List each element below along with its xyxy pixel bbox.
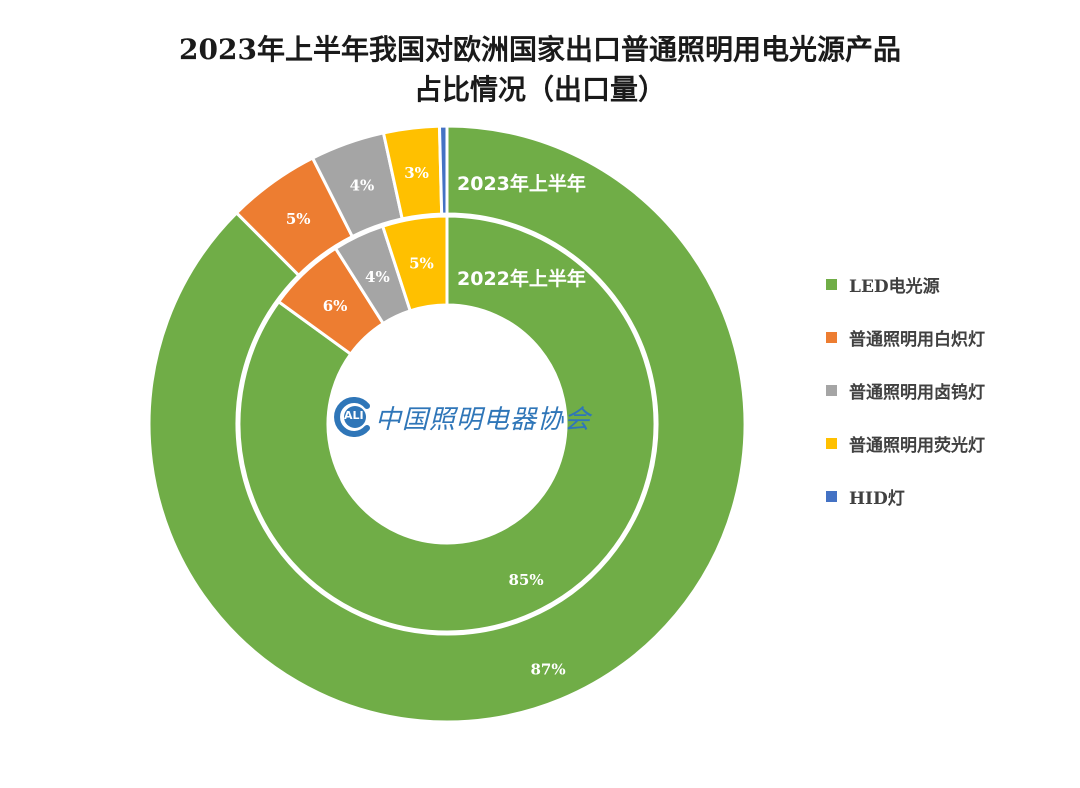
outer-ring-2023 [147, 124, 747, 724]
legend-label-fluorescent: 普通照明用荧光灯 [849, 436, 985, 456]
series-label-2022: 2022年上半年 [457, 267, 586, 290]
inner-label-led: 85% [509, 571, 544, 589]
outer-label-led: 87% [530, 661, 565, 679]
legend-label-hid: HID灯 [849, 489, 905, 509]
legend-label-halogen: 普通照明用卤钨灯 [849, 383, 985, 403]
logo-mark-text: ALI [344, 409, 364, 422]
cali-logo-icon: ALI [333, 397, 373, 437]
legend-swatch-hid [826, 491, 837, 502]
legend-item-led: LED电光源 [826, 258, 985, 311]
legend-item-halogen: 普通照明用卤钨灯 [826, 364, 985, 417]
legend-item-incandescent: 普通照明用白炽灯 [826, 311, 985, 364]
outer-label-incandescent: 5% [286, 210, 311, 228]
logo-org-name: 中国照明电器协会 [375, 404, 592, 435]
legend-swatch-fluorescent [826, 438, 837, 449]
legend-item-fluorescent: 普通照明用荧光灯 [826, 417, 985, 470]
inner-slice-fluorescent [380, 214, 449, 313]
outer-label-fluorescent: 3% [404, 164, 429, 182]
inner-label-fluorescent: 5% [409, 255, 434, 273]
legend-label-led: LED电光源 [849, 277, 940, 297]
legend: LED电光源普通照明用白炽灯 普通照明用卤钨灯 普通照明用荧光灯 HID灯 [826, 258, 985, 523]
inner-label-halogen: 4% [365, 268, 390, 286]
chart-title-line2: 占比情况（出口量） [413, 73, 666, 106]
legend-item-hid: HID灯 [826, 470, 985, 523]
data-labels: 87% 5% 4% 3% 85% 6% 4% 5% [286, 164, 566, 679]
legend-swatch-led [826, 279, 837, 290]
inner-label-incandescent: 6% [323, 297, 348, 315]
legend-label-incandescent: 普通照明用白炽灯 [849, 330, 985, 350]
outer-slice-hid [437, 124, 449, 216]
outer-label-halogen: 4% [350, 177, 375, 195]
association-logo: ALI 中国照明电器协会 [333, 397, 591, 437]
chart-title: 2023年上半年我国对欧洲国家出口普通照明用电光源产品 占比情况（出口量） [0, 30, 1080, 110]
series-label-2023: 2023年上半年 [457, 172, 586, 195]
chart-title-line1: 2023年上半年我国对欧洲国家出口普通照明用电光源产品 [179, 33, 901, 66]
inner-ring-2022 [237, 214, 657, 634]
legend-swatch-halogen [826, 385, 837, 396]
inner-slice-led [237, 214, 657, 634]
legend-swatch-incandescent [826, 332, 837, 343]
